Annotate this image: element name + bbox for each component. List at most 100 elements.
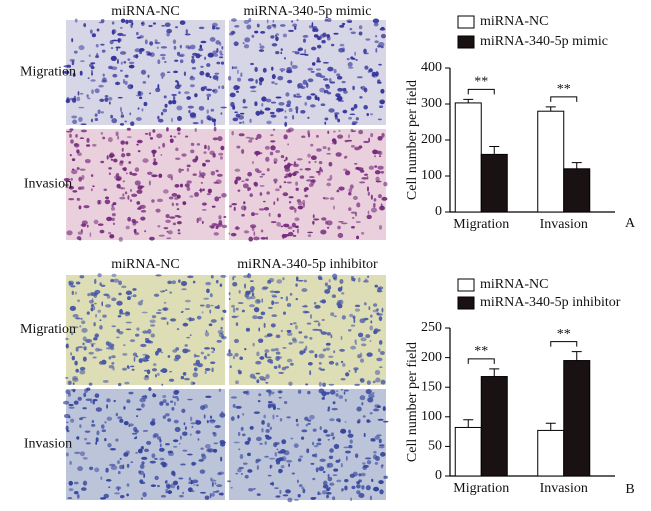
cell — [289, 292, 293, 296]
cell — [119, 495, 125, 499]
cell — [95, 407, 103, 412]
cell — [254, 150, 261, 156]
cell — [140, 497, 143, 500]
cell — [78, 205, 82, 210]
cell — [183, 71, 187, 76]
cell — [276, 221, 281, 227]
cell — [93, 306, 96, 311]
cell — [103, 493, 109, 499]
cell — [124, 191, 128, 195]
cell — [327, 147, 331, 151]
cell — [332, 277, 337, 280]
cell — [201, 209, 207, 211]
cell — [295, 297, 299, 301]
cell — [215, 169, 219, 173]
cell — [110, 55, 117, 61]
cell — [104, 97, 109, 102]
cell — [111, 325, 116, 328]
cell — [351, 123, 357, 126]
cell — [381, 307, 384, 313]
cell — [363, 48, 367, 54]
cell — [141, 456, 148, 460]
cell — [201, 311, 204, 314]
cell — [238, 133, 245, 137]
y-tick-label: 0 — [435, 468, 442, 483]
cell — [363, 140, 370, 144]
cell — [339, 349, 345, 352]
cell — [310, 314, 312, 319]
cell — [128, 391, 134, 395]
cell — [182, 491, 185, 495]
cell — [366, 186, 370, 192]
cell — [102, 73, 105, 77]
cell — [243, 205, 246, 211]
cell — [196, 315, 202, 320]
cell — [195, 155, 199, 161]
cell — [288, 29, 295, 33]
cell — [299, 350, 304, 355]
cell — [206, 419, 209, 424]
cell — [70, 331, 74, 336]
cell — [118, 280, 123, 286]
cell — [111, 217, 115, 222]
cell — [246, 24, 252, 30]
cell — [344, 479, 349, 483]
cell — [196, 217, 199, 224]
cell — [169, 216, 176, 219]
bar — [454, 426, 482, 477]
cell — [200, 40, 207, 44]
cell — [216, 339, 222, 343]
cell — [233, 275, 237, 278]
cell — [220, 335, 227, 340]
cell — [277, 213, 281, 218]
cell — [111, 346, 114, 350]
bar — [563, 168, 591, 213]
cell — [274, 83, 278, 85]
cell — [350, 144, 355, 148]
cell — [250, 90, 257, 93]
cell — [94, 117, 99, 122]
cell — [302, 79, 308, 85]
cell — [291, 20, 294, 23]
cell — [65, 376, 69, 379]
cell — [350, 497, 353, 502]
cell — [67, 497, 73, 499]
cell — [271, 81, 275, 84]
cell — [218, 196, 222, 199]
cell — [324, 289, 331, 294]
cell — [204, 347, 210, 350]
cell — [90, 174, 94, 178]
cell — [205, 72, 210, 78]
cell — [322, 470, 326, 474]
cell — [180, 463, 186, 466]
cell — [315, 72, 322, 77]
cell — [113, 158, 118, 163]
cell — [80, 416, 87, 419]
significance-label: ** — [474, 344, 488, 359]
cell — [165, 491, 172, 494]
cell — [359, 352, 363, 358]
significance-bracket — [467, 358, 495, 364]
cell — [358, 25, 363, 30]
cell — [210, 304, 214, 307]
cell — [120, 106, 122, 112]
cell — [186, 180, 192, 184]
cell — [266, 19, 269, 24]
cell — [178, 132, 181, 135]
cell — [199, 491, 207, 494]
cell — [98, 21, 104, 24]
cell — [317, 96, 320, 102]
cell — [66, 230, 73, 236]
significance-label: ** — [557, 82, 571, 97]
cell — [76, 493, 80, 499]
cell — [89, 29, 93, 34]
cell — [268, 277, 275, 283]
cell — [265, 381, 269, 384]
cell — [375, 34, 378, 38]
cell — [255, 360, 262, 365]
cell — [353, 317, 356, 324]
cell — [68, 406, 75, 409]
cell — [182, 449, 188, 452]
cell — [234, 168, 241, 172]
cell — [152, 363, 157, 367]
